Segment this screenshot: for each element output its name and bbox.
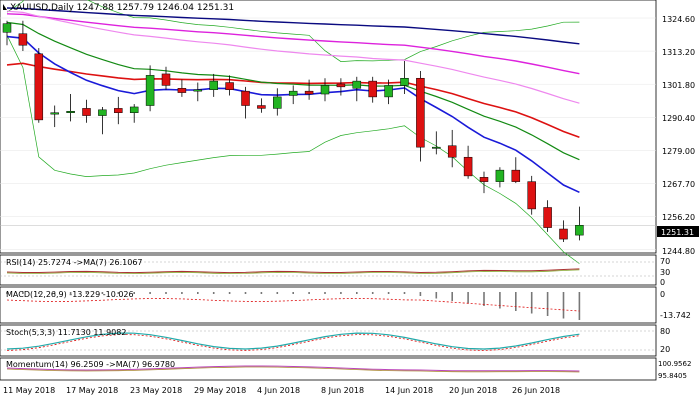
macd-axis-label: 0 (660, 290, 665, 299)
bullish-candle (66, 111, 75, 113)
price-label: 1301.80 (662, 81, 695, 90)
bearish-candle (368, 80, 377, 98)
bearish-candle (559, 228, 568, 240)
bullish-candle (320, 85, 330, 95)
date-axis: 11 May 2018 17 May 2018 23 May 2018 29 M… (3, 386, 560, 395)
bullish-candle (145, 75, 155, 106)
momentum-line (6, 365, 580, 372)
momentum-axis-label: 100.9562 (658, 360, 691, 368)
current-price-value: 1251.31 (661, 228, 694, 237)
bullish-candle (193, 89, 203, 92)
bearish-candle (304, 90, 314, 95)
bearish-candle (114, 108, 123, 113)
bearish-candle (177, 88, 187, 93)
rsi-label: RSI(14) 25.7274 ->MA(7) 26.1067 (6, 258, 143, 267)
stoch-main-line (6, 332, 580, 350)
bullish-candle (50, 112, 59, 115)
collapse-arrow-icon[interactable] (3, 4, 7, 10)
main-price-panel[interactable] (0, 0, 657, 254)
bearish-candle (257, 105, 266, 109)
ema-red-line (6, 62, 580, 138)
price-series (0, 0, 656, 264)
bearish-candle (527, 181, 536, 210)
bullish-candle (432, 146, 441, 149)
bullish-candle (352, 80, 362, 89)
momentum-panel[interactable] (0, 357, 657, 381)
bearish-candle (511, 169, 521, 182)
stoch-panel[interactable] (0, 324, 657, 357)
price-axis: 1324.60 1313.20 1301.80 1290.40 1279.00 … (662, 15, 695, 256)
macd-label: MACD(12,26,9) -13.229 -10.026 (6, 290, 134, 299)
sma-pink-line (6, 10, 580, 104)
date-label: 14 Jun 2018 (385, 386, 433, 395)
main-title: XAUUSD,Daily 1247.88 1257.79 1246.04 125… (10, 3, 234, 13)
bearish-candle (479, 177, 489, 182)
bearish-candle (463, 156, 473, 177)
price-label: 1267.70 (662, 180, 695, 189)
bullish-candle (273, 96, 282, 109)
bullish-candle (2, 23, 12, 33)
price-label: 1256.20 (662, 213, 695, 222)
stoch-signal-line (6, 334, 580, 351)
bullish-candle (400, 77, 409, 86)
rsi-axis-label: 70 (660, 257, 670, 266)
momentum-ma-line (6, 366, 580, 373)
bearish-candle (18, 33, 28, 46)
rsi-axis-label: 30 (660, 268, 670, 277)
date-label: 20 Jun 2018 (449, 386, 497, 395)
bullish-candle (288, 90, 298, 96)
price-label: 1244.80 (662, 247, 695, 256)
momentum-label: Momentum(14) 96.2509 ->MA(7) 96.9780 (6, 360, 175, 369)
bearish-candle (161, 73, 171, 86)
bearish-candle (82, 108, 91, 116)
rsi-line (6, 268, 580, 274)
rsi-ma-line (6, 269, 580, 275)
momentum-axis-label: 95.8405 (658, 372, 687, 380)
date-label: 23 May 2018 (130, 386, 182, 395)
date-label: 4 Jun 2018 (257, 386, 300, 395)
ema-navy-line (6, 7, 580, 45)
price-label: 1290.40 (662, 114, 695, 123)
sma-magenta-line (6, 13, 580, 75)
bullish-candle (98, 109, 107, 116)
date-label: 26 Jun 2018 (512, 386, 560, 395)
bullish-candle (384, 85, 393, 98)
bearish-candle (241, 90, 250, 106)
bullish-candle (209, 80, 218, 90)
stoch-axis-label: 20 (660, 345, 670, 354)
price-label: 1279.00 (662, 147, 695, 156)
bearish-candle (416, 77, 425, 148)
macd-signal-line (6, 298, 580, 312)
bearish-candle (34, 53, 44, 121)
bullish-candle (495, 169, 505, 182)
ema-green-line (6, 21, 580, 161)
macd-panel[interactable] (0, 286, 657, 324)
macd-axis-label: -13.742 (660, 311, 691, 320)
current-price-tag (657, 226, 699, 237)
bearish-candle (336, 83, 346, 88)
date-label: 17 May 2018 (66, 386, 118, 395)
rsi-axis-label: 0 (660, 278, 665, 287)
indicator-series (0, 261, 656, 373)
upper-band-line (6, 0, 580, 62)
stoch-label: Stoch(5,3,3) 11.7130 11.9082 (6, 328, 126, 337)
date-label: 8 Jun 2018 (321, 386, 364, 395)
price-label: 1324.60 (662, 15, 695, 24)
stoch-axis-label: 80 (660, 327, 670, 336)
bearish-candle (447, 145, 457, 158)
price-label: 1313.20 (662, 48, 695, 57)
date-label: 29 May 2018 (194, 386, 246, 395)
date-label: 11 May 2018 (3, 386, 55, 395)
bullish-candle (129, 106, 139, 113)
bearish-candle (543, 207, 552, 228)
bullish-candle (575, 225, 584, 236)
bearish-candle (225, 82, 234, 90)
